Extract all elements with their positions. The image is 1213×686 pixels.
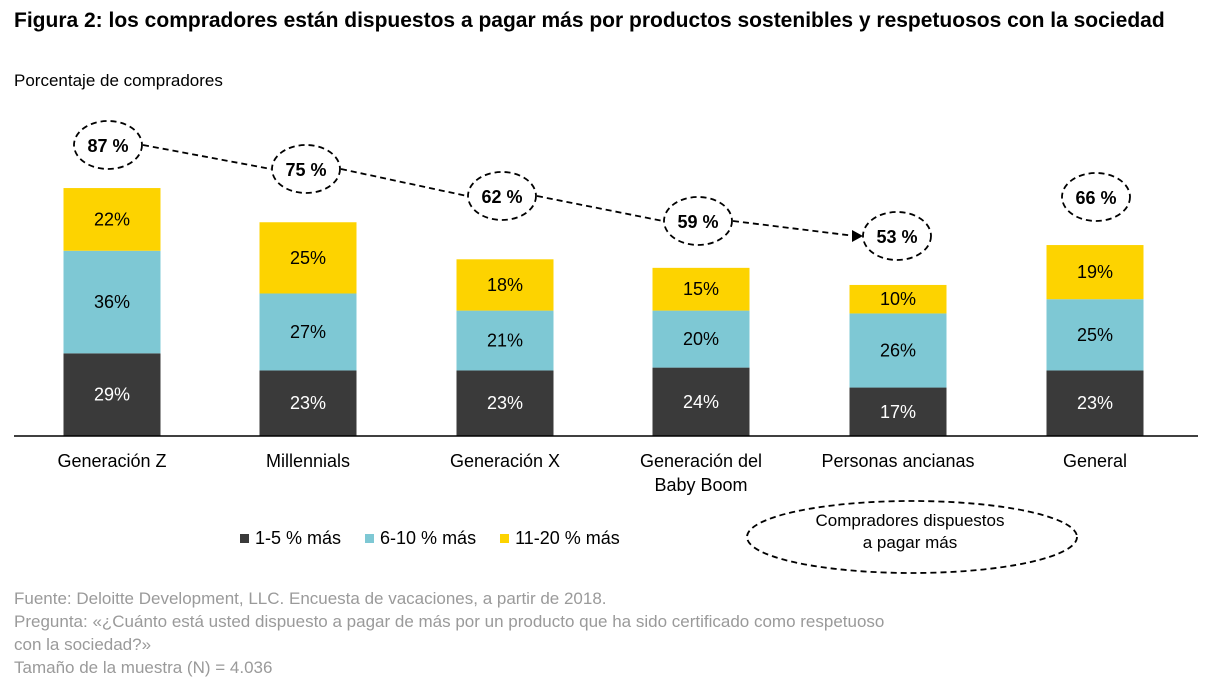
- bar-segment: [849, 387, 947, 436]
- trend-arrow-segment: [536, 195, 664, 222]
- chart-footer: Fuente: Deloitte Development, LLC. Encue…: [14, 587, 1114, 679]
- bar-segment: [63, 188, 161, 251]
- total-label: 66 %: [1075, 188, 1116, 208]
- bar-segment: [63, 353, 161, 436]
- total-ellipse: [663, 196, 733, 246]
- bar-segment: [1046, 370, 1144, 436]
- category-label: Generación Z: [57, 451, 166, 471]
- bar-segment: [652, 267, 750, 311]
- bar-segment: [259, 370, 357, 436]
- bar-value-label: 24%: [683, 392, 719, 412]
- category-label: Millennials: [266, 451, 350, 471]
- legend-item-11-20: 11-20 % más: [500, 528, 620, 549]
- total-label: 75 %: [285, 160, 326, 180]
- bar-segment: [456, 370, 554, 436]
- total-ellipse: [1061, 172, 1131, 222]
- bar-segment: [259, 293, 357, 371]
- bar-segment: [456, 310, 554, 371]
- bar-value-label: 17%: [880, 402, 916, 422]
- chart-legend: 1-5 % más 6-10 % más 11-20 % más: [240, 528, 620, 549]
- legend-item-6-10: 6-10 % más: [365, 528, 476, 549]
- category-label: Generación del: [640, 451, 762, 471]
- category-label: General: [1063, 451, 1127, 471]
- total-label: 53 %: [876, 227, 917, 247]
- trend-arrow-segment: [340, 168, 468, 197]
- trend-arrow-segment: [732, 220, 856, 237]
- legend-label: 6-10 % más: [380, 528, 477, 548]
- willing-label-line1: Compradores dispuestos: [815, 511, 1005, 530]
- bar-value-label: 23%: [290, 393, 326, 413]
- willing-label-line2: a pagar más: [862, 533, 958, 552]
- willing-to-pay-legend: Compradores dispuestos a pagar más: [760, 510, 1060, 554]
- legend-item-1-5: 1-5 % más: [240, 528, 341, 549]
- legend-swatch-yellow: [500, 534, 510, 543]
- bar-value-label: 19%: [1077, 262, 1113, 282]
- trend-arrow-head: [852, 230, 863, 242]
- total-ellipse: [73, 120, 143, 170]
- bar-value-label: 25%: [290, 248, 326, 268]
- total-label: 59 %: [677, 212, 718, 232]
- bar-value-label: 23%: [1077, 393, 1113, 413]
- chart-subtitle: Porcentaje de compradores: [14, 71, 223, 90]
- category-label: Generación X: [450, 451, 560, 471]
- bar-value-label: 21%: [487, 331, 523, 351]
- bar-segment: [63, 250, 161, 354]
- legend-label: 1-5 % más: [255, 528, 342, 548]
- footer-source: Fuente: Deloitte Development, LLC. Encue…: [14, 589, 607, 608]
- bar-value-label: 10%: [880, 289, 916, 309]
- category-label: Personas ancianas: [821, 451, 974, 471]
- bar-segment: [652, 310, 750, 368]
- total-ellipse: [467, 171, 537, 221]
- total-label: 62 %: [481, 187, 522, 207]
- bar-segment: [1046, 245, 1144, 300]
- bar-value-label: 20%: [683, 329, 719, 349]
- bar-segment: [849, 284, 947, 314]
- category-label: Baby Boom: [654, 475, 747, 495]
- legend-swatch-dark: [240, 534, 249, 543]
- footer-question-line1: Pregunta: «¿Cuánto está usted dispuesto …: [14, 612, 885, 631]
- bar-value-label: 22%: [94, 209, 130, 229]
- footer-sample: Tamaño de la muestra (N) = 4.036: [14, 658, 273, 677]
- bar-value-label: 18%: [487, 275, 523, 295]
- total-label: 87 %: [87, 136, 128, 156]
- footer-question-line2: con la sociedad?»: [14, 635, 152, 654]
- legend-label: 11-20 % más: [515, 528, 620, 548]
- bar-segment: [652, 367, 750, 436]
- bar-value-label: 23%: [487, 393, 523, 413]
- bar-segment: [456, 259, 554, 311]
- chart-title: Figura 2: los compradores están dispuest…: [14, 9, 1165, 32]
- bar-value-label: 29%: [94, 385, 130, 405]
- bar-value-label: 36%: [94, 292, 130, 312]
- bar-segment: [1046, 299, 1144, 371]
- total-ellipse: [271, 144, 341, 194]
- trend-arrow-segment: [142, 144, 272, 170]
- legend-swatch-blue: [365, 534, 375, 543]
- bar-value-label: 25%: [1077, 325, 1113, 345]
- bar-value-label: 27%: [290, 322, 326, 342]
- willing-legend-ellipse: [746, 500, 1078, 574]
- bar-value-label: 15%: [683, 279, 719, 299]
- bar-segment: [849, 313, 947, 388]
- bar-segment: [259, 222, 357, 294]
- bar-value-label: 26%: [880, 341, 916, 361]
